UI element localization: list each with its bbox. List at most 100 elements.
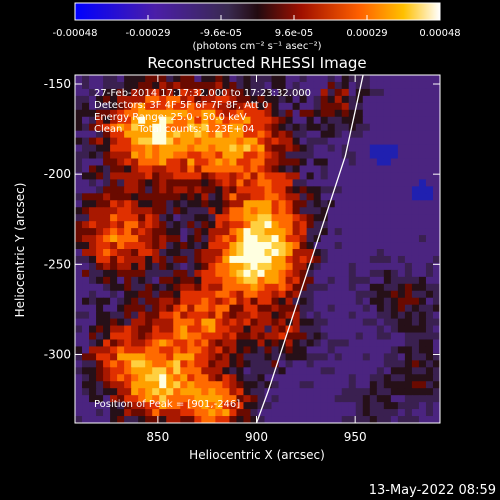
heatmap-cell <box>299 165 308 173</box>
heatmap-cell <box>271 304 280 313</box>
heatmap-cell <box>215 172 223 180</box>
heatmap-cell <box>173 276 181 285</box>
heatmap-cell <box>376 81 385 90</box>
heatmap-cell <box>292 228 301 236</box>
heatmap-cell <box>383 367 392 375</box>
heatmap-cell <box>103 179 111 187</box>
heatmap-cell <box>103 276 111 285</box>
heatmap-cell <box>117 402 125 410</box>
heatmap-cell <box>418 242 427 250</box>
heatmap-cell <box>166 235 174 243</box>
heatmap-cell <box>180 165 188 173</box>
heatmap-cell <box>236 360 244 368</box>
heatmap-cell <box>152 193 160 201</box>
heatmap-cell <box>229 186 237 194</box>
heatmap-cell <box>145 88 153 97</box>
heatmap-cell <box>341 409 350 417</box>
heatmap-cell <box>159 367 167 375</box>
heatmap-cell <box>411 207 420 215</box>
heatmap-cell <box>404 276 413 285</box>
heatmap-cell <box>383 200 392 208</box>
heatmap-cell <box>404 88 413 97</box>
heatmap-cell <box>390 200 399 208</box>
heatmap-cell <box>257 269 266 278</box>
heatmap-cell <box>166 242 174 250</box>
heatmap-cell <box>299 228 308 236</box>
heatmap-cell <box>306 297 315 306</box>
heatmap-cell <box>390 360 399 368</box>
heatmap-cell <box>145 402 153 410</box>
heatmap-cell <box>75 381 83 389</box>
heatmap-cell <box>103 269 111 278</box>
heatmap-cell <box>425 158 434 166</box>
heatmap-cell <box>313 395 322 403</box>
heatmap-cell <box>124 179 132 187</box>
heatmap-cell <box>327 186 336 194</box>
heatmap-cell <box>96 304 104 313</box>
heatmap-cell <box>236 221 244 229</box>
heatmap-cell <box>173 346 181 354</box>
heatmap-cell <box>117 130 125 139</box>
heatmap-cell <box>117 116 125 125</box>
heatmap-cell <box>369 235 378 243</box>
heatmap-cell <box>124 409 132 417</box>
heatmap-cell <box>418 402 427 410</box>
heatmap-cell <box>82 214 90 222</box>
heatmap-cell <box>285 346 294 354</box>
heatmap-cell <box>215 102 223 111</box>
heatmap-cell <box>376 116 385 125</box>
heatmap-cell <box>257 165 266 173</box>
heatmap-cell <box>341 200 350 208</box>
heatmap-cell <box>75 249 83 257</box>
heatmap-cell <box>383 102 392 111</box>
heatmap-cell <box>299 276 308 285</box>
heatmap-cell <box>369 269 378 278</box>
heatmap-cell <box>278 290 287 299</box>
heatmap-cell <box>145 172 153 180</box>
heatmap-cell <box>236 395 244 403</box>
heatmap-cell <box>152 332 160 340</box>
heatmap-cell <box>264 102 273 111</box>
heatmap-cell <box>397 395 406 403</box>
heatmap-cell <box>257 75 266 83</box>
heatmap-cell <box>243 130 251 139</box>
heatmap-cell <box>145 130 153 139</box>
heatmap-cell <box>390 249 399 257</box>
heatmap-cell <box>229 123 237 132</box>
heatmap-cell <box>180 416 188 423</box>
heatmap-cell <box>180 388 188 396</box>
heatmap-cell <box>292 179 301 187</box>
heatmap-cell <box>292 88 301 97</box>
heatmap-cell <box>432 269 440 278</box>
heatmap-cell <box>124 339 132 347</box>
heatmap-cell <box>131 409 139 417</box>
heatmap-cell <box>299 151 308 160</box>
heatmap-cell <box>243 172 251 180</box>
heatmap-cell <box>369 102 378 111</box>
heatmap-cell <box>383 81 392 90</box>
x-tick-label: 950 <box>344 430 367 444</box>
heatmap-cell <box>124 353 132 361</box>
heatmap-cell <box>390 297 399 306</box>
heatmap-cell <box>278 346 287 354</box>
heatmap-cell <box>355 123 364 132</box>
heatmap-cell <box>152 88 160 97</box>
heatmap-cell <box>397 255 406 264</box>
heatmap-cell <box>173 311 181 320</box>
heatmap-cell <box>348 346 357 354</box>
heatmap-cell <box>292 102 301 111</box>
heatmap-cell <box>341 109 350 118</box>
heatmap-cell <box>194 137 202 146</box>
heatmap-cell <box>369 137 378 146</box>
heatmap-cell <box>397 179 406 187</box>
heatmap-cell <box>159 109 167 118</box>
heatmap-cell <box>285 269 294 278</box>
heatmap-cell <box>117 409 125 417</box>
heatmap-cell <box>432 283 440 292</box>
heatmap-cell <box>264 81 273 90</box>
heatmap-cell <box>404 172 413 180</box>
heatmap-cell <box>215 325 223 334</box>
heatmap-cell <box>278 221 287 229</box>
heatmap-cell <box>390 346 399 354</box>
heatmap-cell <box>208 325 216 334</box>
